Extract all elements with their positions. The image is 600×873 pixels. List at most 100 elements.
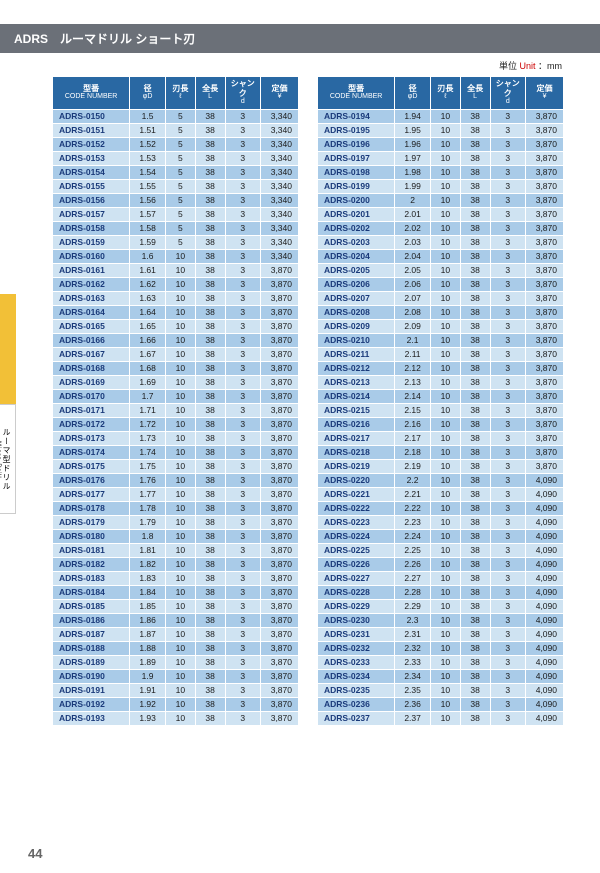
- cell-sh: 3: [490, 599, 526, 613]
- cell-l: 10: [165, 487, 195, 501]
- cell-code: ADRS-0192: [53, 697, 130, 711]
- cell-p: 3,870: [261, 291, 299, 305]
- th-dia: 径φD: [130, 77, 166, 110]
- cell-l: 10: [430, 613, 460, 627]
- cell-sh: 3: [490, 445, 526, 459]
- cell-sh: 3: [490, 291, 526, 305]
- cell-l: 10: [165, 557, 195, 571]
- cell-L: 38: [460, 361, 490, 375]
- cell-d: 2.26: [395, 557, 431, 571]
- table-row: ADRS-02072.07103833,870: [318, 291, 564, 305]
- cell-sh: 3: [225, 403, 261, 417]
- cell-d: 2.04: [395, 249, 431, 263]
- cell-code: ADRS-0170: [53, 389, 130, 403]
- cell-L: 38: [195, 459, 225, 473]
- table-row: ADRS-02292.29103834,090: [318, 599, 564, 613]
- cell-L: 38: [195, 333, 225, 347]
- cell-L: 38: [195, 641, 225, 655]
- cell-d: 1.84: [130, 585, 166, 599]
- cell-d: 2.01: [395, 207, 431, 221]
- cell-l: 10: [430, 375, 460, 389]
- cell-d: 2.33: [395, 655, 431, 669]
- cell-code: ADRS-0212: [318, 361, 395, 375]
- cell-p: 3,870: [261, 557, 299, 571]
- table-row: ADRS-01831.83103833,870: [53, 571, 299, 585]
- cell-L: 38: [460, 711, 490, 725]
- th-code: 型番CODE NUMBER: [318, 77, 395, 110]
- cell-code: ADRS-0219: [318, 459, 395, 473]
- cell-L: 38: [195, 151, 225, 165]
- table-row: ADRS-02172.17103833,870: [318, 431, 564, 445]
- cell-sh: 3: [490, 179, 526, 193]
- table-row: ADRS-02062.06103833,870: [318, 277, 564, 291]
- cell-sh: 3: [225, 669, 261, 683]
- cell-d: 1.86: [130, 613, 166, 627]
- cell-L: 38: [195, 263, 225, 277]
- cell-L: 38: [195, 361, 225, 375]
- cell-code: ADRS-0193: [53, 711, 130, 725]
- table-header: 型番CODE NUMBER 径φD 刃長ℓ 全長L シャンクd 定価¥: [318, 77, 564, 110]
- cell-l: 5: [165, 151, 195, 165]
- cell-code: ADRS-0155: [53, 179, 130, 193]
- cell-sh: 3: [490, 361, 526, 375]
- table-row: ADRS-02312.31103834,090: [318, 627, 564, 641]
- cell-d: 1.66: [130, 333, 166, 347]
- cell-d: 1.54: [130, 165, 166, 179]
- cell-p: 3,870: [261, 669, 299, 683]
- cell-p: 4,090: [526, 515, 564, 529]
- table-row: ADRS-01941.94103833,870: [318, 109, 564, 123]
- cell-p: 4,090: [526, 571, 564, 585]
- cell-code: ADRS-0206: [318, 277, 395, 291]
- page-title: ADRS ルーマドリル ショート刃: [14, 32, 195, 46]
- cell-sh: 3: [490, 305, 526, 319]
- cell-code: ADRS-0215: [318, 403, 395, 417]
- cell-l: 10: [165, 543, 195, 557]
- cell-d: 1.9: [130, 669, 166, 683]
- table-row: ADRS-02192.19103833,870: [318, 459, 564, 473]
- cell-d: 1.83: [130, 571, 166, 585]
- cell-p: 3,870: [261, 515, 299, 529]
- cell-L: 38: [460, 445, 490, 459]
- cell-code: ADRS-0207: [318, 291, 395, 305]
- cell-code: ADRS-0187: [53, 627, 130, 641]
- cell-sh: 3: [225, 417, 261, 431]
- cell-L: 38: [460, 319, 490, 333]
- cell-sh: 3: [225, 487, 261, 501]
- cell-d: 1.51: [130, 123, 166, 137]
- cell-code: ADRS-0228: [318, 585, 395, 599]
- cell-L: 38: [460, 221, 490, 235]
- cell-l: 10: [165, 389, 195, 403]
- cell-p: 3,870: [261, 585, 299, 599]
- cell-code: ADRS-0208: [318, 305, 395, 319]
- cell-code: ADRS-0199: [318, 179, 395, 193]
- cell-p: 4,090: [526, 669, 564, 683]
- cell-l: 10: [430, 445, 460, 459]
- cell-p: 3,870: [526, 207, 564, 221]
- cell-d: 2.05: [395, 263, 431, 277]
- cell-code: ADRS-0210: [318, 333, 395, 347]
- cell-L: 38: [195, 193, 225, 207]
- cell-d: 2.27: [395, 571, 431, 585]
- cell-l: 10: [430, 347, 460, 361]
- table-row: ADRS-02182.18103833,870: [318, 445, 564, 459]
- cell-L: 38: [195, 529, 225, 543]
- table-row: ADRS-02302.3103834,090: [318, 613, 564, 627]
- table-row: ADRS-02022.02103833,870: [318, 221, 564, 235]
- cell-p: 3,870: [526, 221, 564, 235]
- cell-L: 38: [195, 431, 225, 445]
- cell-code: ADRS-0176: [53, 473, 130, 487]
- table-row: ADRS-01591.5953833,340: [53, 235, 299, 249]
- cell-l: 5: [165, 221, 195, 235]
- cell-sh: 3: [490, 137, 526, 151]
- cell-code: ADRS-0179: [53, 515, 130, 529]
- table-row: ADRS-01901.9103833,870: [53, 669, 299, 683]
- cell-code: ADRS-0167: [53, 347, 130, 361]
- cell-l: 10: [165, 641, 195, 655]
- cell-L: 38: [195, 613, 225, 627]
- cell-sh: 3: [490, 109, 526, 123]
- cell-sh: 3: [225, 347, 261, 361]
- cell-d: 2.36: [395, 697, 431, 711]
- cell-L: 38: [460, 235, 490, 249]
- cell-sh: 3: [225, 333, 261, 347]
- cell-p: 3,870: [526, 361, 564, 375]
